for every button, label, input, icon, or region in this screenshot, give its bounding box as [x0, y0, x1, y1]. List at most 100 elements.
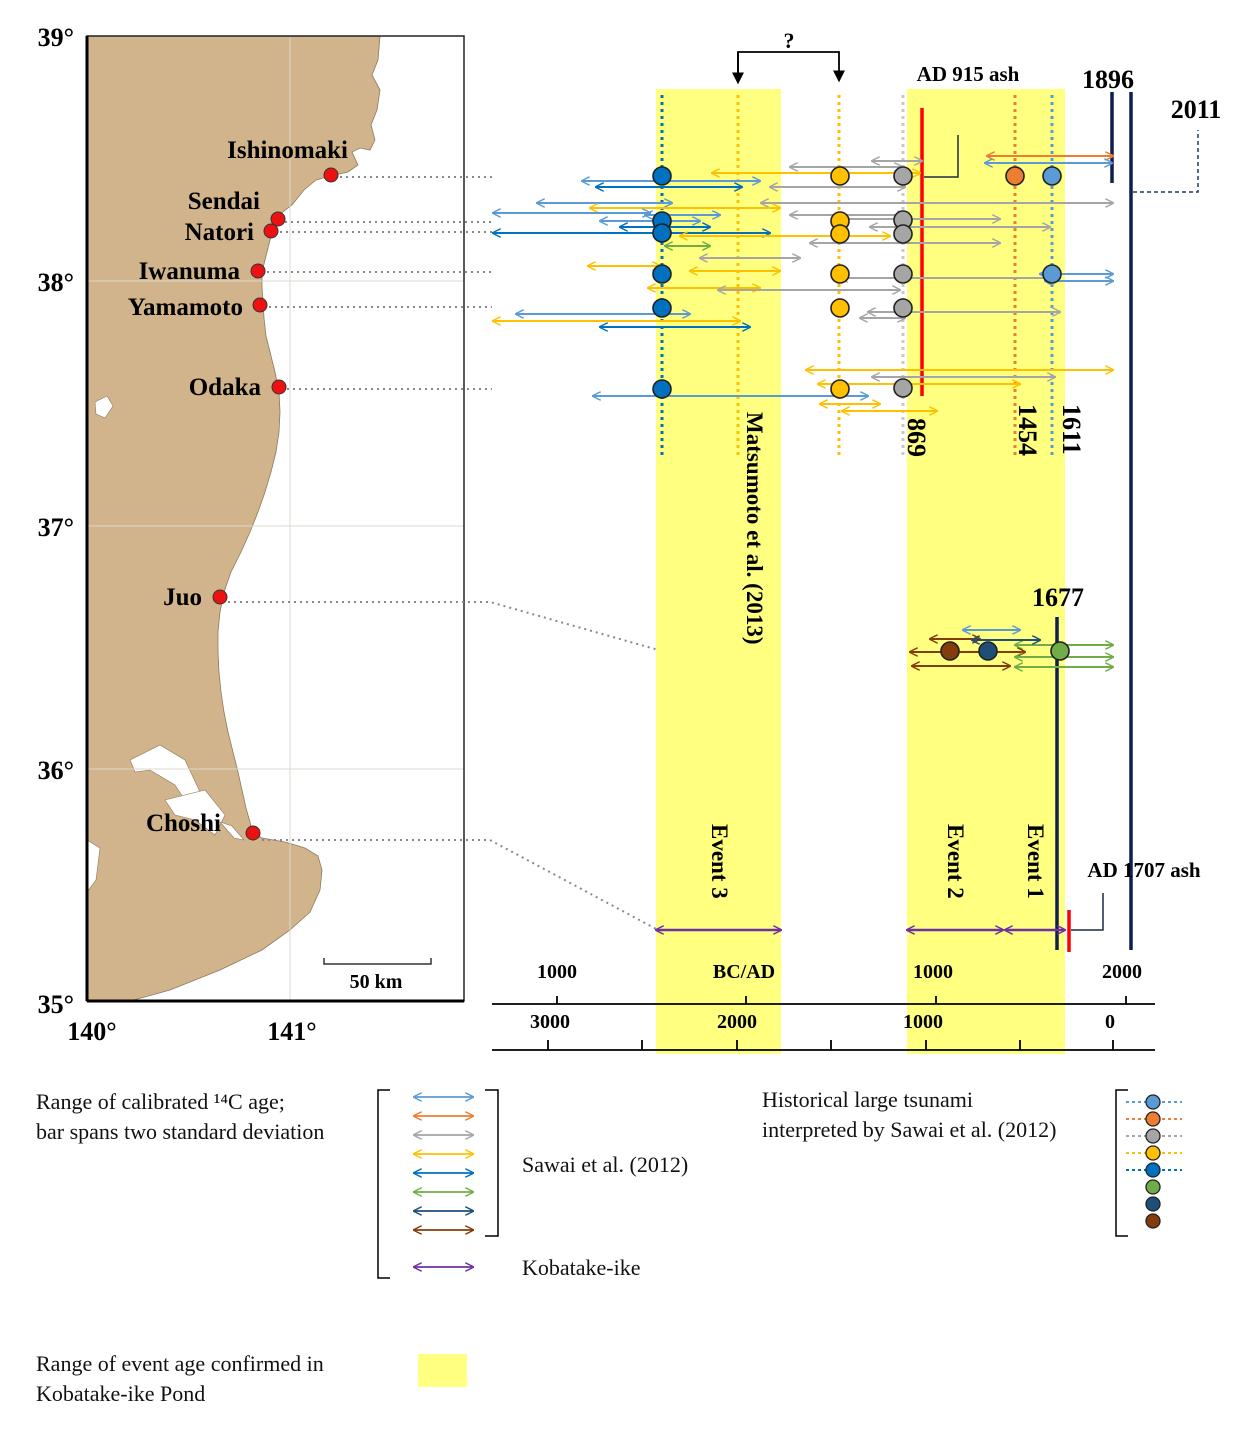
site-label-choshi: Choshi — [146, 810, 221, 837]
tsunami-marker-blue — [652, 379, 672, 399]
tsunami-marker-light-blue — [1042, 166, 1062, 186]
tsunami-marker-navy — [978, 641, 998, 661]
timeline-panel: ? AD 915 ash 1896 2011 1677 AD 1707 ash … — [492, 28, 1221, 1054]
axis-tick-label: 1000 — [903, 1011, 943, 1033]
axis-tick-label: 2000 — [1102, 961, 1142, 983]
site-marker-iwanuma — [250, 263, 266, 279]
legend-markers — [1126, 1094, 1182, 1229]
legend-bracket-left — [377, 1089, 390, 1279]
tsunami-marker-blue — [652, 264, 672, 284]
site-marker-yamamoto — [252, 297, 268, 313]
tsunami-marker-yellow — [830, 166, 850, 186]
tsunami-marker-gray — [893, 378, 913, 398]
site-label-odaka: Odaka — [189, 374, 262, 401]
lake — [164, 789, 226, 836]
legend-historical-line-2: interpreted by Sawai et al. (2012) — [762, 1117, 1057, 1142]
year-label-1454: 1454 — [1013, 404, 1042, 456]
year-label-1677: 1677 — [1032, 583, 1084, 612]
legend-bracket-right — [485, 1089, 499, 1237]
legend-marker-green — [1145, 1179, 1161, 1195]
legend-marker-gray — [1145, 1128, 1161, 1144]
time-axis-top: 1000 BC/AD 1000 2000 — [492, 961, 1155, 1005]
event-label-2: Event 2 — [943, 824, 968, 899]
lon-label: 140° — [67, 1017, 116, 1046]
legend-arrows — [414, 1097, 473, 1267]
legend-range-label: Range of calibrated ¹⁴C age; bar spans t… — [36, 1087, 324, 1147]
legend-range-line-2: bar spans two standard deviation — [36, 1119, 325, 1144]
question-mark: ? — [784, 28, 795, 53]
legend — [377, 1089, 1182, 1387]
lat-label: 39° — [38, 23, 74, 52]
tsunami-marker-green — [1050, 641, 1070, 661]
event-label-1: Event 1 — [1023, 824, 1048, 899]
tsunami-marker-gray — [893, 166, 913, 186]
tsunami-markers — [652, 166, 1070, 661]
legend-marker-brown — [1145, 1213, 1161, 1229]
tsunami-marker-gray — [893, 224, 913, 244]
lake — [94, 395, 114, 419]
ash-label-ad1707: AD 1707 ash — [1087, 858, 1201, 882]
ash-ad1707-leader — [1071, 893, 1104, 931]
lat-label: 36° — [38, 756, 74, 785]
legend-kobatake-label: Kobatake-ike — [522, 1255, 641, 1280]
tsunami-marker-light-blue — [1042, 264, 1062, 284]
legend-range-line-1: Range of calibrated ¹⁴C age; — [36, 1089, 285, 1114]
legend-marker-light-blue — [1145, 1094, 1161, 1110]
axis-tick-label: 1000 — [537, 961, 577, 983]
year-label-1611: 1611 — [1057, 404, 1086, 455]
legend-marker-yellow — [1145, 1145, 1161, 1161]
event-band-1-2 — [907, 89, 1065, 1054]
legend-historical-line-1: Historical large tsunami — [762, 1087, 973, 1112]
site-label-sendai: Sendai — [188, 188, 260, 215]
axis-tick-label: 1000 — [913, 961, 953, 983]
site-marker-sendai — [270, 211, 286, 227]
site-connectors — [228, 176, 663, 931]
legend-marker-blue — [1145, 1162, 1161, 1178]
year-label-2011: 2011 — [1171, 95, 1222, 124]
tsunami-marker-yellow — [830, 224, 850, 244]
inlet — [219, 821, 245, 841]
site-marker-natori — [263, 223, 279, 239]
map-panel: 39° 38° 37° 36° 35° 140° 141° 50 km — [38, 23, 663, 1046]
site-marker-juo — [212, 589, 228, 605]
legend-event-range-label: Range of event age confirmed in Kobatake… — [36, 1349, 324, 1409]
legend-bracket-historical — [1115, 1089, 1128, 1237]
tsunami-marker-orange — [1005, 166, 1025, 186]
ash-ad915-leader — [924, 135, 959, 178]
tsunami-marker-yellow — [830, 379, 850, 399]
legend-marker-orange — [1145, 1111, 1161, 1127]
tsunami-marker-yellow — [830, 298, 850, 318]
tsunami-marker-blue — [652, 166, 672, 186]
lon-label: 141° — [267, 1017, 316, 1046]
site-marker-ishinomaki — [323, 167, 339, 183]
tsunami-marker-gray — [893, 264, 913, 284]
legend-historical-label: Historical large tsunami interpreted by … — [762, 1085, 1056, 1145]
legend-sawai-label: Sawai et al. (2012) — [522, 1152, 689, 1177]
tsunami-marker-yellow — [830, 264, 850, 284]
legend-event-swatch — [418, 1354, 467, 1387]
tsunami-marker-brown — [940, 641, 960, 661]
tsunami-marker-blue — [652, 298, 672, 318]
axis-tick-label: BC/AD — [713, 961, 775, 983]
axis-tick-label: 0 — [1105, 1011, 1115, 1033]
axis-tick-label: 3000 — [530, 1011, 570, 1033]
site-label-ishinomaki: Ishinomaki — [227, 137, 348, 164]
site-label-natori: Natori — [185, 219, 254, 246]
connector-2011 — [1133, 130, 1199, 193]
matsumoto-label: Matsumoto et al. (2013) — [742, 412, 767, 645]
lat-label: 37° — [38, 513, 74, 542]
legend-event-range-line-1: Range of event age confirmed in — [36, 1351, 324, 1376]
lat-label: 38° — [38, 268, 74, 297]
site-marker-odaka — [271, 379, 287, 395]
site-label-juo: Juo — [163, 584, 202, 611]
site-label-yamamoto: Yamamoto — [128, 294, 243, 321]
axis-tick-label: 2000 — [717, 1011, 757, 1033]
event-label-3: Event 3 — [707, 824, 732, 899]
legend-event-range-line-2: Kobatake-ike Pond — [36, 1381, 206, 1406]
scale-label: 50 km — [350, 971, 403, 993]
sea-inlet — [87, 839, 101, 893]
scale-bar: 50 km — [323, 958, 432, 993]
ash-label-ad915: AD 915 ash — [917, 62, 1020, 86]
question-bracket: ? — [732, 28, 845, 85]
